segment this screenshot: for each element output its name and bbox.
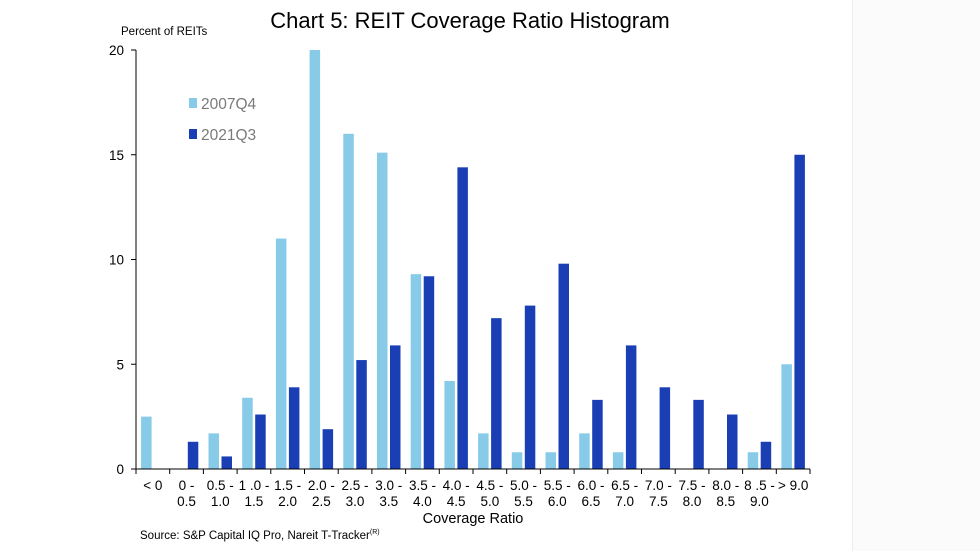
x-tick-label-7-line-2: 3.0 (346, 494, 365, 509)
bar-2007Q4-15 (612, 452, 624, 469)
bars-group (141, 50, 805, 470)
bar-2021Q3-11 (491, 318, 502, 469)
x-tick-label-8-line-1: 3.0 - (375, 478, 402, 493)
x-tick-label-1-line-1: < 0 (143, 478, 162, 493)
bar-2007Q4-13 (545, 452, 556, 469)
bar-2021Q3-6 (322, 429, 334, 469)
x-tick-label-9-line-2: 4.0 (413, 494, 432, 509)
x-tick-label-15-line-1: 6.5 - (611, 478, 638, 493)
chart-title: Chart 5: REIT Coverage Ratio Histogram (270, 8, 670, 33)
x-tick-label-3-line-1: 0.5 - (207, 478, 234, 493)
x-tick-label-10-line-1: 4.0 - (443, 478, 470, 493)
bar-2021Q3-15 (625, 345, 637, 469)
bar-2007Q4-12 (511, 452, 523, 469)
bar-2007Q4-7 (343, 133, 354, 470)
legend-label-2021Q3: 2021Q3 (201, 127, 256, 144)
bar-2007Q4-19 (747, 452, 759, 469)
x-tick-label-5-line-2: 2.0 (278, 494, 297, 509)
x-tick-label-12-line-2: 5.5 (514, 494, 533, 509)
x-tick-label-12-line-1: 5.0 - (510, 478, 537, 493)
x-tick-label-17-line-1: 7.5 - (679, 478, 706, 493)
x-tick-label-15-line-2: 7.0 (615, 494, 634, 509)
x-tick-label-8-line-2: 3.5 (379, 494, 398, 509)
source-superscript: (R) (369, 529, 380, 536)
x-tick-label-10-line-2: 4.5 (447, 494, 466, 509)
x-tick-label-13-line-2: 6.0 (548, 494, 567, 509)
y-tick-label-0: 0 (116, 462, 124, 477)
bar-2021Q3-14 (592, 399, 603, 469)
bar-2021Q3-7 (356, 360, 367, 469)
x-tick-label-20-line-1: > 9.0 (778, 478, 808, 493)
legend-label-2007Q4: 2007Q4 (201, 96, 257, 113)
y-axis-unit-label: Percent of REITs (121, 26, 208, 38)
x-tick-label-3-line-2: 1.0 (211, 494, 230, 509)
y-tick-label-20: 20 (109, 43, 124, 58)
x-tick-label-4-line-1: 1 .0 - (239, 478, 270, 493)
bar-2021Q3-2 (187, 441, 199, 469)
x-tick-label-7-line-1: 2.5 - (342, 478, 369, 493)
bar-2021Q3-13 (558, 263, 569, 469)
bar-2021Q3-17 (693, 399, 704, 469)
bar-2021Q3-5 (288, 387, 300, 469)
bar-2007Q4-4 (242, 397, 253, 469)
x-tick-label-2-line-2: 0.5 (177, 494, 196, 509)
bar-2007Q4-10 (444, 381, 455, 469)
right-panel-strip (852, 0, 980, 551)
x-tick-label-5-line-1: 1.5 - (274, 478, 301, 493)
y-tick-label-10: 10 (109, 253, 124, 268)
x-tick-label-4-line-2: 1.5 (245, 494, 264, 509)
bar-2021Q3-4 (255, 414, 266, 469)
axes-group (131, 49, 811, 474)
bar-2021Q3-10 (457, 167, 468, 469)
y-tick-label-15: 15 (109, 148, 124, 163)
x-tick-label-19-line-2: 9.0 (750, 494, 769, 509)
x-tick-label-6-line-1: 2.0 - (308, 478, 335, 493)
bar-2021Q3-16 (659, 387, 671, 469)
x-tick-label-11-line-2: 5.0 (480, 494, 499, 509)
x-tick-label-18-line-1: 8.0 - (712, 478, 739, 493)
bar-2007Q4-9 (410, 274, 422, 469)
bar-2007Q4-5 (275, 238, 287, 469)
legend-swatch-2007Q4 (189, 98, 197, 108)
x-tick-label-17-line-2: 8.0 (683, 494, 702, 509)
x-tick-label-18-line-2: 8.5 (716, 494, 735, 509)
bar-2007Q4-8 (377, 152, 388, 469)
bar-2021Q3-9 (423, 276, 435, 469)
x-tick-label-13-line-1: 5.5 - (544, 478, 571, 493)
bar-2007Q4-20 (781, 364, 792, 469)
x-tick-label-2-line-1: 0 - (179, 478, 195, 493)
legend: 2007Q4 2021Q3 (189, 96, 257, 144)
bar-2021Q3-19 (760, 441, 772, 469)
bar-2021Q3-20 (794, 154, 805, 469)
y-tick-label-5: 5 (116, 357, 124, 372)
bar-2007Q4-6 (309, 50, 321, 469)
bar-2021Q3-18 (727, 414, 738, 469)
bar-2007Q4-14 (579, 433, 590, 469)
x-tick-label-16-line-1: 7.0 - (645, 478, 672, 493)
bar-2021Q3-12 (524, 305, 536, 469)
x-tick-label-9-line-1: 3.5 - (409, 478, 436, 493)
x-tick-label-14-line-1: 6.0 - (577, 478, 604, 493)
x-tick-label-19-line-1: 8 .5 - (744, 478, 775, 493)
x-tick-label-11-line-1: 4.5 - (476, 478, 503, 493)
bar-2021Q3-3 (221, 456, 232, 469)
x-tick-label-16-line-2: 7.5 (649, 494, 668, 509)
bar-2007Q4-3 (208, 433, 219, 469)
bar-2007Q4-1 (141, 416, 152, 469)
x-tick-label-6-line-2: 2.5 (312, 494, 331, 509)
legend-swatch-2021Q3 (189, 129, 197, 139)
bar-2007Q4-11 (478, 433, 489, 469)
x-tick-label-14-line-2: 6.5 (582, 494, 601, 509)
source-note: Source: S&P Capital IQ Pro, Nareit T-Tra… (140, 529, 380, 542)
bar-2021Q3-8 (390, 345, 401, 469)
